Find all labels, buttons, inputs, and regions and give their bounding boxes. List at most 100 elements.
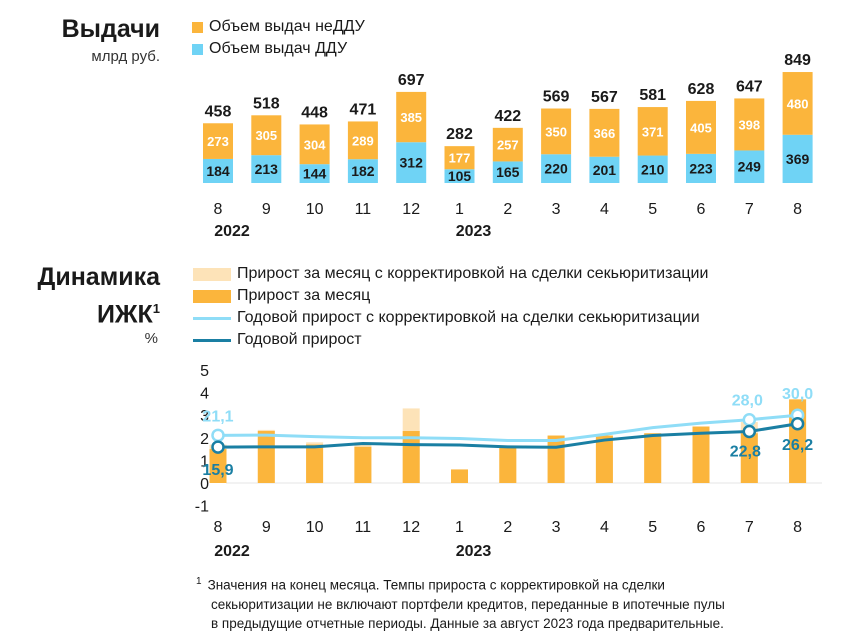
month-tick-label: 8 xyxy=(793,519,802,536)
bar-ddu xyxy=(541,154,572,183)
total-value-label: 448 xyxy=(301,104,328,121)
bar-monthly xyxy=(740,433,758,483)
bar-non-ddu xyxy=(637,107,668,156)
line-annual-marker xyxy=(742,424,757,439)
non-ddu-value-label: 289 xyxy=(352,133,374,148)
bar-monthly xyxy=(257,431,275,483)
line-annual-marker xyxy=(211,440,225,454)
bar-non-ddu xyxy=(541,108,572,155)
adjusted-annual-point-label: 30,0 xyxy=(782,386,813,403)
bar-ddu xyxy=(637,155,668,183)
legend-label-ddu: Объем выдач ДДУ xyxy=(209,40,348,57)
bar-ddu xyxy=(589,156,620,183)
non-ddu-value-label: 385 xyxy=(400,110,422,125)
month-tick-label: 12 xyxy=(402,201,420,218)
ddu-value-label: 201 xyxy=(593,162,617,178)
month-tick-label: 11 xyxy=(355,519,372,536)
annual-point-label: 22,8 xyxy=(730,443,761,460)
bar-non-ddu xyxy=(347,121,378,160)
footnote-line-2: секьюритизации не включают портфели кред… xyxy=(211,596,725,612)
month-tick-label: 9 xyxy=(262,201,271,218)
bar-non-ddu xyxy=(203,123,233,159)
bar-ddu xyxy=(396,142,427,183)
ddu-value-label: 182 xyxy=(351,163,375,179)
footnote-mark: 1 xyxy=(196,576,202,587)
footnote-line-3: в предыдущие отчетные периоды. Данные за… xyxy=(211,615,724,631)
month-tick-label: 4 xyxy=(600,201,609,218)
ddu-value-label: 312 xyxy=(400,155,424,171)
y-tick-label: 1 xyxy=(200,453,209,470)
bar-ddu xyxy=(444,169,475,183)
legend-non-ddu: Объем выдач неДДУ xyxy=(192,18,365,36)
legend-adj-annual: Годовой прирост с корректировкой на сдел… xyxy=(193,309,700,327)
month-tick-label: 8 xyxy=(214,201,223,218)
bar-ddu xyxy=(492,161,523,183)
footnote-text-1: Значения на конец месяца. Темпы прироста… xyxy=(207,577,665,593)
legend-label-adj-monthly: Прирост за месяц с корректировкой на сде… xyxy=(237,265,709,282)
adjusted-annual-point-label: 21,1 xyxy=(202,408,233,425)
bar-non-ddu xyxy=(444,146,475,170)
non-ddu-value-label: 177 xyxy=(449,151,471,166)
bottom-title-izhk: ИЖК xyxy=(96,300,153,329)
legend-label-annual: Годовой прирост xyxy=(237,331,362,348)
total-value-label: 849 xyxy=(784,52,811,69)
bottom-title: Динамика ИЖК1 xyxy=(38,262,160,330)
month-tick-label: 10 xyxy=(306,201,324,218)
bar-monthly xyxy=(547,435,565,483)
bar-ddu xyxy=(734,150,765,183)
ddu-value-label: 249 xyxy=(738,159,762,175)
annual-point-label: 15,9 xyxy=(202,462,233,479)
total-value-label: 282 xyxy=(446,126,473,143)
non-ddu-value-label: 257 xyxy=(497,138,519,153)
line-adjusted-annual xyxy=(217,413,798,443)
legend-adj-monthly: Прирост за месяц с корректировкой на сде… xyxy=(193,265,708,283)
bar-non-ddu xyxy=(734,98,765,151)
y-tick-label: 0 xyxy=(200,476,209,493)
legend-label-adj-annual: Годовой прирост с корректировкой на сдел… xyxy=(237,309,700,326)
issuance-chart: 1842734588213305518914430444810182289471… xyxy=(203,52,813,240)
bar-monthly xyxy=(692,426,710,483)
legend-swatch-monthly xyxy=(193,289,231,303)
line-adjusted-annual-marker xyxy=(742,412,757,427)
ddu-value-label: 213 xyxy=(255,161,279,177)
non-ddu-value-label: 398 xyxy=(738,117,760,132)
ddu-value-label: 105 xyxy=(448,168,472,184)
non-ddu-value-label: 273 xyxy=(207,134,229,149)
bar-monthly xyxy=(209,449,227,483)
non-ddu-value-label: 371 xyxy=(642,124,664,139)
legend-swatch-ddu xyxy=(192,43,203,55)
bar-non-ddu xyxy=(251,115,282,156)
month-tick-label: 9 xyxy=(262,519,271,536)
line-annual xyxy=(217,422,798,449)
ddu-value-label: 369 xyxy=(786,151,810,167)
month-tick-label: 6 xyxy=(697,201,706,218)
year-label: 2022 xyxy=(214,543,250,560)
ddu-value-label: 220 xyxy=(544,161,568,177)
bar-ddu xyxy=(203,158,233,183)
bar-non-ddu xyxy=(492,127,523,162)
line-annual-marker xyxy=(790,417,805,431)
total-value-label: 567 xyxy=(591,89,618,106)
month-tick-label: 7 xyxy=(745,201,754,218)
bar-non-ddu xyxy=(589,108,620,157)
legend-annual: Годовой прирост xyxy=(193,331,362,349)
legend-swatch-adj-annual xyxy=(193,316,231,320)
month-tick-label: 12 xyxy=(402,519,420,536)
adjusted-annual-point-label: 28,0 xyxy=(732,393,763,410)
month-tick-label: 8 xyxy=(793,201,802,218)
ddu-value-label: 184 xyxy=(206,163,230,179)
total-value-label: 422 xyxy=(494,108,521,125)
legend-swatch-adj-monthly xyxy=(193,267,231,281)
y-tick-label: 3 xyxy=(200,408,209,425)
legend-label-non-ddu: Объем выдач неДДУ xyxy=(209,18,365,35)
top-title: Выдачи xyxy=(61,15,160,43)
y-tick-label: 5 xyxy=(200,363,209,380)
non-ddu-value-label: 405 xyxy=(690,120,712,135)
y-tick-label: 4 xyxy=(200,386,209,403)
total-value-label: 518 xyxy=(253,95,280,112)
ddu-value-label: 223 xyxy=(689,160,713,176)
month-tick-label: 5 xyxy=(648,201,657,218)
y-tick-label: 2 xyxy=(200,431,209,448)
legend-label-monthly: Прирост за месяц xyxy=(237,287,371,304)
